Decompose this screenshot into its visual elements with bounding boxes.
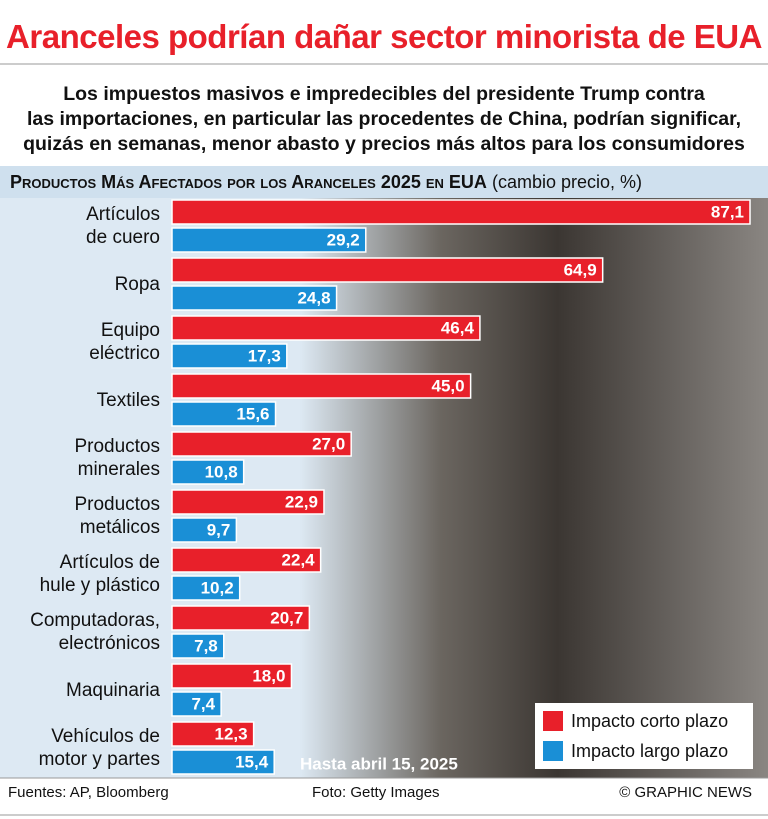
value-label: 45,0 — [432, 376, 465, 395]
value-label: 22,4 — [282, 550, 316, 569]
value-label: 12,3 — [215, 724, 248, 743]
value-label: 7,8 — [194, 636, 218, 655]
bar — [171, 257, 604, 283]
category-label: Maquinaria — [66, 679, 160, 701]
value-label: 15,6 — [236, 404, 269, 423]
bar — [171, 749, 275, 775]
category-label: Artículos de hule y plástico — [39, 552, 160, 596]
legend-label: Impacto corto plazo — [571, 711, 728, 731]
chart-header-band — [0, 166, 768, 198]
credit: © GRAPHIC NEWS — [619, 784, 752, 801]
bar — [171, 575, 241, 601]
value-label: 46,4 — [441, 318, 475, 337]
subtitle: Los impuestos masivos e impredecibles de… — [23, 83, 745, 155]
chart-heading: Productos Más Afectados por los Arancele… — [10, 172, 642, 193]
value-label: 10,8 — [205, 462, 238, 481]
value-label: 20,7 — [270, 608, 303, 627]
photo — [300, 198, 768, 778]
value-label: 18,0 — [252, 666, 285, 685]
bar — [171, 547, 322, 573]
sources: Fuentes: AP, Bloomberg — [8, 784, 169, 801]
category-label: Vehículos de motor y partes — [38, 726, 160, 770]
category-label: Textiles — [96, 389, 160, 411]
bar — [171, 227, 367, 253]
legend-box — [535, 703, 753, 769]
note: Hasta abril 15, 2025 — [300, 754, 458, 773]
bar — [171, 431, 352, 457]
value-label: 29,2 — [327, 230, 360, 249]
category-label: Equipo eléctrico — [89, 320, 160, 364]
category-label: Ropa — [114, 273, 160, 295]
value-label: 9,7 — [207, 520, 231, 539]
bar — [171, 663, 293, 689]
chart-title: Productos Más Afectados por los Arancele… — [10, 172, 487, 192]
bar — [171, 517, 238, 543]
value-label: 87,1 — [711, 202, 744, 221]
value-label: 17,3 — [248, 346, 281, 365]
legend-label: Impacto largo plazo — [571, 741, 728, 761]
legend-swatch — [543, 741, 563, 761]
bar — [171, 199, 751, 225]
bar — [171, 373, 472, 399]
bar — [171, 401, 277, 427]
bar — [171, 315, 481, 341]
unit-label: (cambio precio, %) — [491, 172, 642, 192]
value-label: 15,4 — [235, 752, 269, 771]
category-label: Artículos de cuero — [86, 204, 160, 248]
bar — [171, 489, 325, 515]
value-label: 7,4 — [191, 694, 215, 713]
title: Aranceles podrían dañar sector minorista… — [6, 18, 762, 55]
value-label: 10,2 — [201, 578, 234, 597]
category-label: Productos metálicos — [74, 494, 160, 538]
value-label: 24,8 — [297, 288, 330, 307]
value-label: 22,9 — [285, 492, 318, 511]
photo-credit: Foto: Getty Images — [312, 784, 440, 801]
bar — [171, 285, 338, 311]
legend-swatch — [543, 711, 563, 731]
bar — [171, 459, 245, 485]
bar — [171, 721, 255, 747]
category-label: Computadoras, electrónicos — [30, 610, 160, 654]
bar — [171, 605, 311, 631]
bar — [171, 633, 225, 659]
bar — [171, 343, 288, 369]
category-label: Productos minerales — [74, 436, 160, 480]
value-label: 27,0 — [312, 434, 345, 453]
bar — [171, 691, 222, 717]
value-label: 64,9 — [564, 260, 597, 279]
